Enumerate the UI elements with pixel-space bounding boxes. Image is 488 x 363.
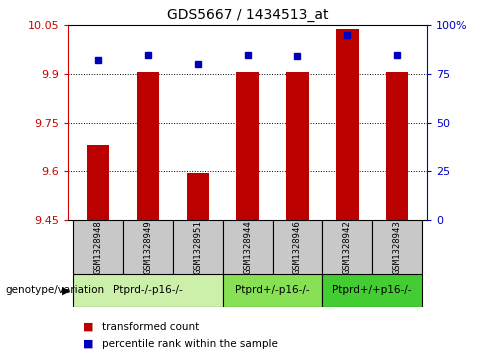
Bar	[237, 72, 259, 220]
Text: ■: ■	[83, 322, 94, 332]
Text: ■: ■	[83, 339, 94, 349]
Text: GSM1328942: GSM1328942	[343, 220, 352, 274]
Text: GSM1328949: GSM1328949	[143, 220, 153, 274]
Bar	[186, 173, 209, 220]
Text: GSM1328943: GSM1328943	[393, 220, 402, 274]
Bar	[372, 220, 422, 274]
Text: transformed count: transformed count	[102, 322, 199, 332]
Bar	[73, 274, 223, 307]
Text: GSM1328948: GSM1328948	[94, 220, 102, 274]
Text: Ptprd-/-p16-/-: Ptprd-/-p16-/-	[113, 285, 183, 295]
Bar	[137, 72, 159, 220]
Bar	[223, 274, 323, 307]
Text: genotype/variation: genotype/variation	[5, 285, 104, 295]
Bar	[336, 29, 359, 220]
Bar	[223, 220, 273, 274]
Bar	[87, 145, 109, 220]
Text: Ptprd+/+p16-/-: Ptprd+/+p16-/-	[332, 285, 412, 295]
Bar	[173, 220, 223, 274]
Text: percentile rank within the sample: percentile rank within the sample	[102, 339, 277, 349]
Text: GSM1328944: GSM1328944	[243, 220, 252, 274]
Text: ▶: ▶	[62, 285, 71, 295]
Text: Ptprd+/-p16-/-: Ptprd+/-p16-/-	[235, 285, 310, 295]
Bar	[323, 274, 422, 307]
Bar	[286, 72, 309, 220]
Bar	[323, 220, 372, 274]
Text: GSM1328946: GSM1328946	[293, 220, 302, 274]
Bar	[273, 220, 323, 274]
Bar	[386, 72, 408, 220]
Bar	[73, 220, 123, 274]
Bar	[123, 220, 173, 274]
Text: GSM1328951: GSM1328951	[193, 220, 203, 274]
Title: GDS5667 / 1434513_at: GDS5667 / 1434513_at	[167, 8, 328, 22]
